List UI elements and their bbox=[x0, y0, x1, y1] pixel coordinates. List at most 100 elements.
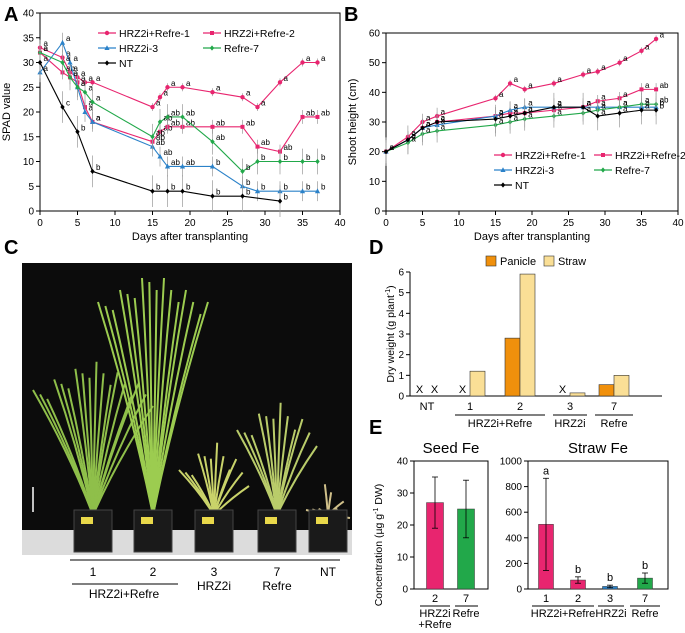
series-line bbox=[39, 52, 318, 173]
x-tick-label: 40 bbox=[334, 218, 346, 229]
photo-plant-3: 3 bbox=[211, 565, 218, 579]
data-point bbox=[60, 59, 65, 66]
y-tick-label: 5 bbox=[398, 288, 404, 299]
sig-label: a bbox=[96, 94, 101, 103]
group-label: HRZ2i+Refre bbox=[531, 608, 596, 620]
data-point bbox=[300, 114, 305, 119]
group-tick-label: NT bbox=[420, 401, 435, 413]
data-point bbox=[580, 72, 586, 77]
panel-label-c: C bbox=[4, 237, 18, 259]
leaf bbox=[111, 309, 154, 516]
data-point bbox=[653, 36, 659, 42]
x-tick-label: 5 bbox=[420, 218, 426, 229]
data-point bbox=[255, 104, 260, 110]
sig-label: ab bbox=[186, 108, 195, 117]
sig-label: ab bbox=[216, 133, 225, 142]
x-axis-label: Days after transplanting bbox=[474, 231, 590, 243]
sig-label: a bbox=[74, 69, 79, 78]
data-point bbox=[595, 69, 600, 74]
data-point bbox=[59, 39, 66, 45]
legend-label: HRZ2i-3 bbox=[515, 165, 554, 177]
series-line bbox=[385, 38, 657, 153]
sig-label: a bbox=[390, 143, 395, 152]
sig-label: b bbox=[96, 163, 101, 172]
sig-label: a bbox=[623, 90, 628, 99]
x-tick-label: 35 bbox=[636, 218, 648, 229]
x-tick-label: 30 bbox=[259, 218, 271, 229]
y-tick-label: 40 bbox=[23, 9, 35, 20]
data-point bbox=[180, 188, 185, 194]
pot-label-tag bbox=[202, 517, 214, 524]
sig-label: a bbox=[514, 75, 519, 84]
data-point bbox=[210, 90, 215, 95]
data-point bbox=[405, 137, 411, 143]
sig-label: ab bbox=[660, 96, 669, 105]
sig-label: ab bbox=[284, 143, 293, 152]
photo-group-refre: Refre bbox=[262, 579, 292, 593]
sig-label: ab bbox=[171, 118, 180, 127]
sig-label: b bbox=[216, 188, 221, 197]
sig-label: a bbox=[321, 54, 326, 63]
x-tick-label: 15 bbox=[490, 218, 502, 229]
sig-label: a bbox=[44, 64, 49, 73]
legend-label: Refre-7 bbox=[224, 43, 259, 55]
legend-marker bbox=[104, 45, 110, 50]
x-tick-label: 10 bbox=[453, 218, 465, 229]
data-point bbox=[315, 158, 320, 165]
sig-label: a bbox=[660, 30, 665, 39]
sig-label: a bbox=[96, 74, 101, 83]
sig-label: a bbox=[89, 104, 94, 113]
chart-a-spad: 0 5 10 15 20 25 30 35 40 0 5 10 15 20 25 30 35 40 Days aft… bbox=[1, 9, 346, 244]
sig-label: a bbox=[557, 75, 562, 84]
leaf bbox=[152, 301, 209, 516]
data-point bbox=[434, 119, 440, 125]
data-point bbox=[299, 188, 306, 194]
y-tick-label: 600 bbox=[505, 508, 522, 519]
sig-label: a bbox=[645, 42, 650, 51]
data-point bbox=[639, 107, 644, 113]
legend-marker bbox=[104, 60, 110, 66]
bar-straw bbox=[613, 375, 630, 397]
data-point bbox=[164, 163, 171, 169]
sig-label: ab bbox=[321, 108, 330, 117]
sig-label: ab bbox=[186, 158, 195, 167]
sig-label: a bbox=[557, 102, 562, 111]
sig-label: a bbox=[426, 119, 431, 128]
y-tick-label: 1000 bbox=[500, 457, 523, 468]
sig-label: a bbox=[390, 143, 395, 152]
y-tick-label: 2 bbox=[398, 350, 404, 361]
sig-label: a bbox=[645, 102, 650, 111]
y-tick-label: 3 bbox=[398, 330, 404, 341]
sig-label: ab bbox=[171, 158, 180, 167]
x-tick-label: 35 bbox=[297, 218, 309, 229]
sig-label: a bbox=[89, 84, 94, 93]
data-point bbox=[254, 188, 261, 194]
sig-label: b bbox=[261, 183, 266, 192]
sig-label: a bbox=[528, 111, 533, 120]
sig-label: a bbox=[66, 54, 71, 63]
legend-marker bbox=[600, 167, 606, 173]
data-point bbox=[210, 193, 215, 199]
data-point bbox=[654, 87, 659, 92]
sig-label: b bbox=[321, 183, 326, 192]
pot bbox=[194, 509, 234, 553]
sig-label: a bbox=[426, 125, 431, 134]
data-point bbox=[90, 99, 95, 105]
legend-label: HRZ2i+Refre-2 bbox=[615, 150, 685, 162]
sig-label: a bbox=[587, 99, 592, 108]
chart-e-straw-fe: Straw Fe 0 200 400 600 800 1000 a 1 b 2 b 3 b 7 HRZ2i+R… bbox=[500, 440, 669, 620]
legend-label: HRZ2i+Refre-2 bbox=[224, 28, 295, 40]
sig-label: a bbox=[81, 69, 86, 78]
sig-label: a bbox=[284, 74, 289, 83]
sig-label: a bbox=[514, 102, 519, 111]
sig-label: a bbox=[499, 108, 504, 117]
sig-label: a bbox=[171, 79, 176, 88]
y-tick-label: 40 bbox=[369, 88, 381, 99]
series-line bbox=[39, 52, 318, 153]
sig-label: a bbox=[246, 89, 251, 98]
sig-label: a bbox=[390, 143, 395, 152]
y-tick-label: 30 bbox=[23, 58, 35, 69]
sig-label: ab bbox=[246, 118, 255, 127]
sig-label: a bbox=[528, 99, 533, 108]
